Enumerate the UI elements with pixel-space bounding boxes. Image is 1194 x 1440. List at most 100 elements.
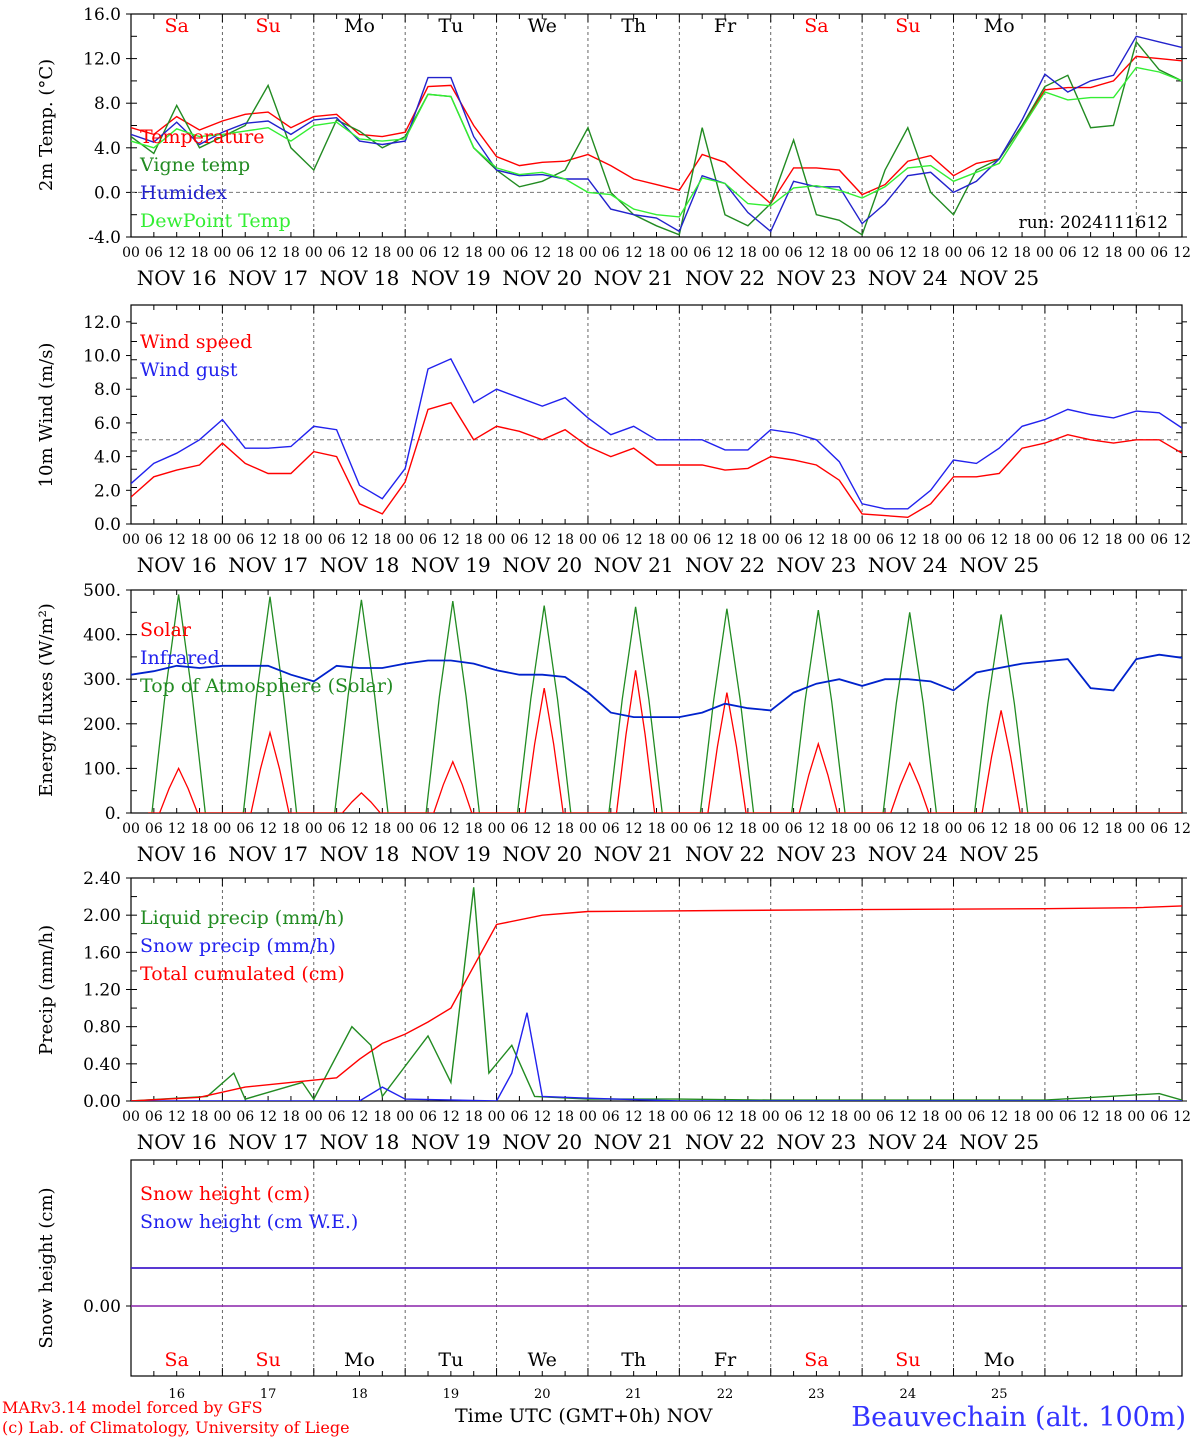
- x-hour-label: 00: [122, 821, 140, 837]
- weekday-label: Su: [255, 15, 280, 37]
- x-hour-label: 06: [145, 1109, 163, 1125]
- x-hour-label: 18: [373, 821, 391, 837]
- x-hour-label: 12: [442, 245, 460, 261]
- station-name: Beauvechain (alt. 100m): [851, 1402, 1186, 1433]
- x-hour-label: 00: [213, 821, 231, 837]
- panel-frame: [130, 304, 1183, 525]
- x-hour-label: 00: [396, 532, 414, 548]
- x-hour-label: 18: [1013, 821, 1031, 837]
- legend-entry: Snow precip (mm/h): [140, 935, 336, 957]
- x-hour-label: 18: [191, 821, 209, 837]
- y-tick-label: -4.0: [88, 228, 121, 248]
- x-hour-label: 12: [899, 821, 917, 837]
- x-hour-label: 06: [419, 532, 437, 548]
- weekday-label: Fr: [714, 1349, 737, 1371]
- y-tick-label: 0.00: [83, 1092, 121, 1112]
- x-hour-label: 00: [1036, 821, 1054, 837]
- x-hour-label: 00: [579, 245, 597, 261]
- y-axis-label: 10m Wind (m/s): [36, 343, 57, 488]
- x-date-label: NOV 25: [959, 553, 1039, 577]
- legend-entry: Humidex: [140, 182, 227, 204]
- x-hour-label: 06: [145, 532, 163, 548]
- x-hour-label: 06: [785, 245, 803, 261]
- month-label: NOV: [666, 1405, 713, 1427]
- x-hour-label: 12: [990, 245, 1008, 261]
- x-hour-label: 06: [236, 1109, 254, 1125]
- x-hour-label: 18: [373, 245, 391, 261]
- x-hour-label: 12: [168, 245, 186, 261]
- x-date-label: NOV 24: [868, 266, 948, 290]
- x-hour-label: 12: [625, 245, 643, 261]
- legend-entry: Liquid precip (mm/h): [140, 907, 344, 929]
- x-hour-label: 12: [442, 532, 460, 548]
- y-tick-label: 12.0: [83, 313, 121, 333]
- x-date-label: NOV 19: [411, 1130, 491, 1154]
- weekday-label: Mo: [344, 1349, 375, 1371]
- legend-entry: Snow height (cm): [140, 1183, 310, 1205]
- y-tick-label: 2.0: [94, 481, 121, 501]
- x-date-label: NOV 18: [320, 1130, 400, 1154]
- weekday-label: Su: [895, 15, 920, 37]
- x-day-number: 23: [808, 1387, 825, 1400]
- x-hour-label: 12: [899, 532, 917, 548]
- series-line-solar: [148, 670, 1182, 813]
- y-tick-label: 1.60: [83, 943, 121, 963]
- x-day-number: 22: [717, 1387, 734, 1400]
- x-hour-label: 00: [213, 1109, 231, 1125]
- x-hour-label: 06: [1150, 821, 1168, 837]
- x-hour-label: 00: [122, 245, 140, 261]
- weekday-label: Th: [621, 1349, 646, 1371]
- x-hour-label: 18: [830, 532, 848, 548]
- x-date-label: NOV 19: [411, 842, 491, 866]
- x-hour-label: 12: [259, 245, 277, 261]
- x-hour-label: 12: [533, 532, 551, 548]
- x-hour-label: 18: [830, 245, 848, 261]
- x-date-label: NOV 21: [594, 266, 674, 290]
- y-tick-label: 2.00: [83, 906, 121, 926]
- legend-entry: Wind gust: [140, 359, 238, 381]
- x-hour-label: 00: [213, 245, 231, 261]
- x-hour-label: 12: [442, 1109, 460, 1125]
- x-hour-label: 18: [1105, 821, 1123, 837]
- x-hour-label: 12: [442, 821, 460, 837]
- y-tick-label: 0.80: [83, 1018, 121, 1038]
- legend-entry: Solar: [140, 619, 192, 641]
- x-hour-label: 12: [716, 821, 734, 837]
- series-line: [131, 653, 1182, 718]
- x-hour-label: 18: [191, 245, 209, 261]
- x-date-label: NOV 24: [868, 842, 948, 866]
- x-date-label: NOV 25: [959, 1130, 1039, 1154]
- x-hour-label: 18: [1013, 245, 1031, 261]
- y-tick-label: 12.0: [83, 50, 121, 70]
- x-hour-label: 18: [465, 821, 483, 837]
- x-hour-label: 18: [465, 532, 483, 548]
- x-hour-label: 00: [488, 1109, 506, 1125]
- x-date-label: NOV 18: [320, 266, 400, 290]
- x-date-label: NOV 24: [868, 1130, 948, 1154]
- x-hour-label: 12: [259, 821, 277, 837]
- x-hour-label: 12: [168, 821, 186, 837]
- series-line: [131, 1012, 1182, 1101]
- x-hour-label: 12: [625, 821, 643, 837]
- x-hour-label: 06: [967, 532, 985, 548]
- weekday-label: Fr: [714, 15, 737, 37]
- x-date-label: NOV 22: [685, 266, 765, 290]
- x-hour-label: 06: [693, 821, 711, 837]
- x-date-label: NOV 22: [685, 553, 765, 577]
- x-hour-label: 18: [1105, 1109, 1123, 1125]
- weekday-label: Th: [621, 15, 646, 37]
- x-hour-label: 18: [739, 532, 757, 548]
- y-tick-label: 0.0: [94, 183, 121, 203]
- legend-entry: Wind speed: [140, 331, 252, 353]
- y-tick-label: 16.0: [83, 5, 121, 25]
- x-hour-label: 12: [716, 532, 734, 548]
- y-tick-label: 0.40: [83, 1055, 121, 1075]
- x-hour-label: 00: [579, 1109, 597, 1125]
- x-hour-label: 06: [1150, 245, 1168, 261]
- x-hour-label: 18: [739, 1109, 757, 1125]
- x-hour-label: 06: [1059, 1109, 1077, 1125]
- x-date-label: NOV 19: [411, 266, 491, 290]
- series-line: [131, 357, 1182, 510]
- legend-entry: Infrared: [140, 647, 220, 669]
- y-tick-label: 100.: [83, 759, 121, 779]
